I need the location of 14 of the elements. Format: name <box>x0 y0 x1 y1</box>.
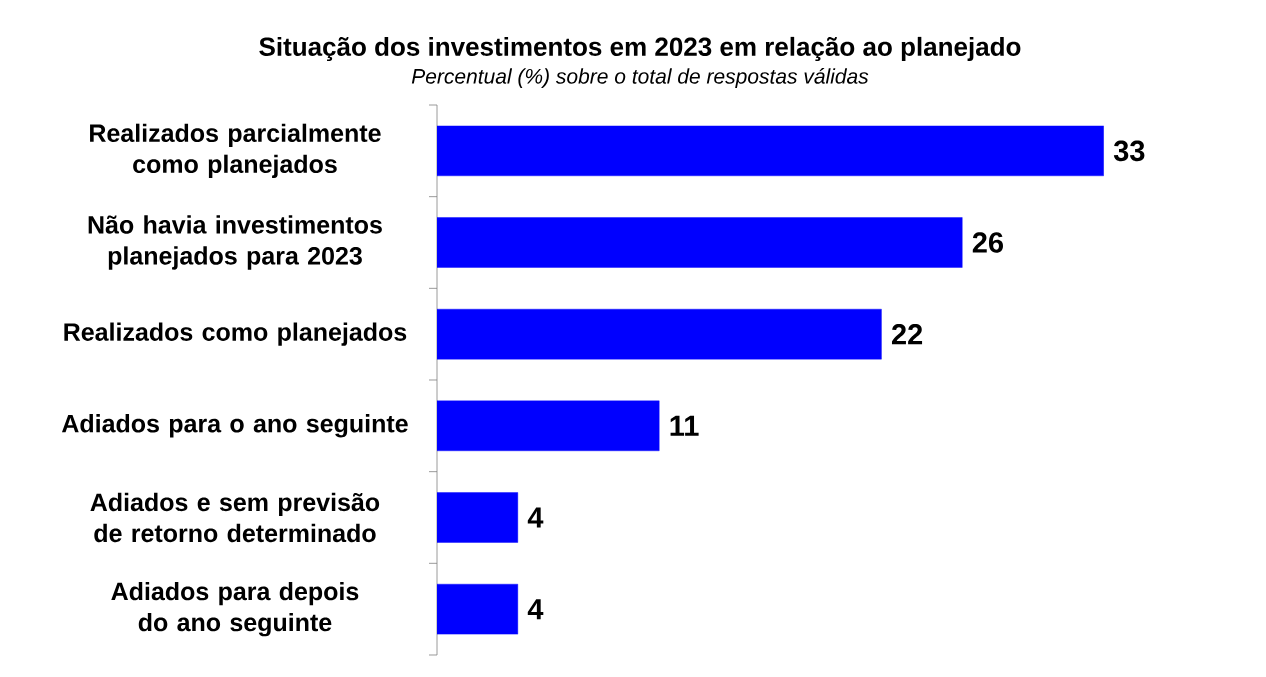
data-label: 22 <box>891 324 923 345</box>
data-label: 11 <box>670 415 699 436</box>
chart-title: Situação dos investimentos em 2023 em relação ao planejado <box>259 36 1021 62</box>
y-tick-label: Realizados parcialmente como planejados <box>90 123 381 178</box>
data-label: 33 <box>1113 140 1145 162</box>
y-tick-label: Adiados para depois do ano seguinte <box>111 581 359 637</box>
data-label: 4 <box>527 599 544 620</box>
data-label: 26 <box>972 232 1003 253</box>
chart-subtitle: Percentual (%) sobre o total de respostas válidas <box>411 68 869 88</box>
y-tick-label: Não havia investimentos planejados para 2023 <box>88 215 382 270</box>
y-tick-label: Realizados como planejados <box>64 322 407 346</box>
y-tick-label: Adiados e sem previsão de retorno determinado <box>90 492 380 543</box>
y-tick-label: Adiados para o ano seguinte <box>61 414 408 438</box>
data-label: 4 <box>527 507 544 528</box>
